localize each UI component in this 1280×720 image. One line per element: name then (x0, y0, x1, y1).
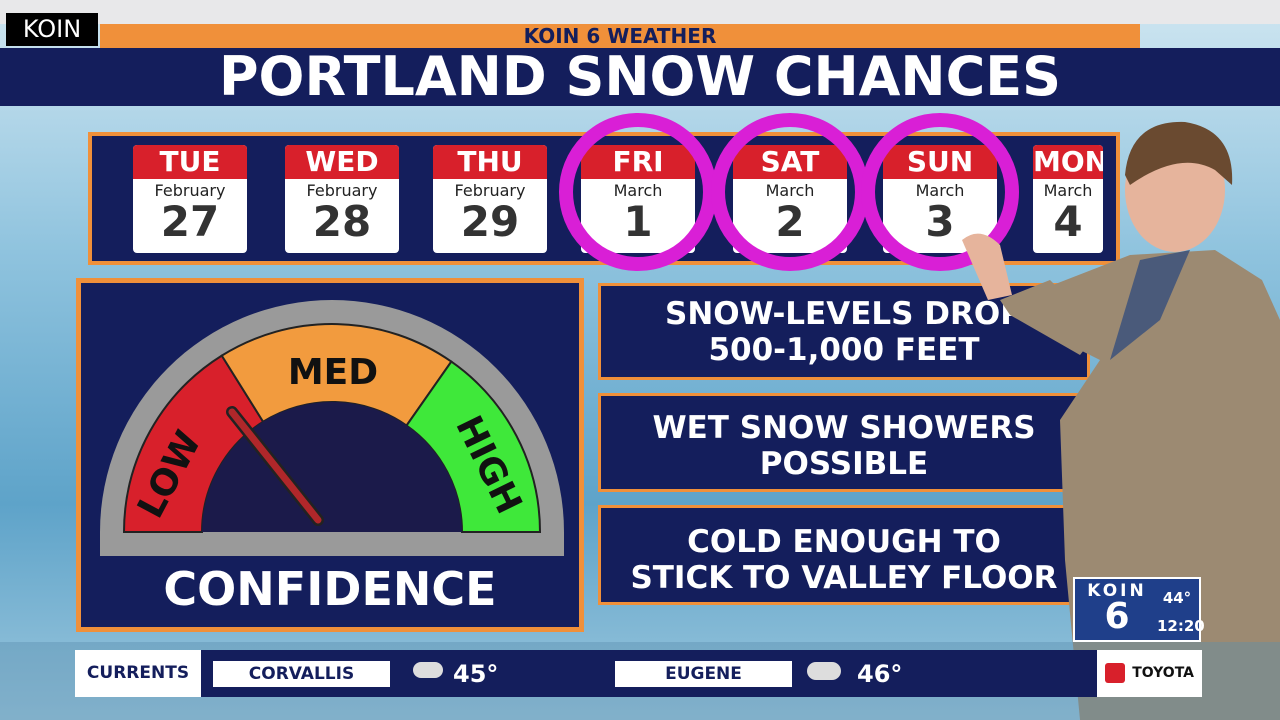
city: EUGENE (615, 661, 792, 687)
gauge-caption: CONFIDENCE (163, 562, 496, 616)
bug-temp: 44° (1162, 589, 1192, 607)
highlight-circle (861, 113, 1019, 271)
note: WET SNOW SHOWERS POSSIBLE (598, 393, 1090, 492)
highlight-circle (559, 113, 717, 271)
calendar-card: TUE February 27 (133, 145, 247, 253)
channel-tag: KOIN (6, 13, 98, 46)
month: March (765, 181, 815, 200)
month: March (1043, 181, 1093, 200)
note-line: STICK TO VALLEY FLOOR (630, 560, 1058, 596)
note: COLD ENOUGH TO STICK TO VALLEY FLOOR (598, 505, 1090, 605)
date: 4 (1053, 197, 1083, 246)
note: SNOW-LEVELS DROP 500-1,000 FEET (598, 283, 1090, 380)
month: February (454, 181, 526, 200)
note-line: 500-1,000 FEET (708, 332, 980, 368)
weather-icon (413, 662, 443, 678)
sponsor: TOYOTA (1097, 650, 1202, 697)
city: CORVALLIS (213, 661, 390, 687)
gauge-base (100, 532, 564, 556)
needle (228, 408, 322, 524)
month: March (915, 181, 965, 200)
ticker: CURRENTS CORVALLIS 45° EUGENE 46° TOYOTA (75, 650, 1202, 697)
bug-time: 12:20 (1157, 617, 1205, 635)
day: SAT (733, 145, 847, 179)
note-line: WET SNOW SHOWERS (652, 410, 1036, 446)
city-temp: 46° (857, 660, 903, 688)
bug-name: KOIN (1087, 581, 1147, 601)
city-temp: 45° (453, 660, 499, 688)
calendar-card: FRI March 1 (581, 145, 695, 253)
bug-number: 6 (1104, 596, 1130, 637)
date: 2 (775, 197, 805, 246)
calendar-card: SUN March 3 (883, 145, 997, 253)
day: TUE (133, 145, 247, 179)
note-line: COLD ENOUGH TO (687, 524, 1001, 560)
sponsor-logo (1105, 663, 1125, 683)
weather-icon (807, 662, 841, 680)
day: WED (285, 145, 399, 179)
calendar-card: SAT March 2 (733, 145, 847, 253)
day: FRI (581, 145, 695, 179)
kicker: KOIN 6 WEATHER (100, 24, 1140, 48)
day: THU (433, 145, 547, 179)
day: SUN (883, 145, 997, 179)
note-line: SNOW-LEVELS DROP (665, 296, 1023, 332)
station-bug: KOIN 6 44° 12:20 (1073, 577, 1205, 642)
calendar-card: WED February 28 (285, 145, 399, 253)
top-strip (0, 0, 1280, 24)
highlight-circle (711, 113, 869, 271)
date: 28 (312, 197, 372, 246)
day: MON (1033, 145, 1103, 179)
date: 29 (460, 197, 520, 246)
gauge-center (202, 402, 462, 532)
date: 1 (623, 197, 653, 246)
date: 27 (160, 197, 220, 246)
ticker-label: CURRENTS (75, 650, 201, 697)
note-line: POSSIBLE (759, 446, 929, 482)
gauge-label: MED (288, 352, 378, 393)
month: March (613, 181, 663, 200)
title: PORTLAND SNOW CHANCES (0, 48, 1280, 106)
month: February (306, 181, 378, 200)
month: February (154, 181, 226, 200)
calendar-card: THU February 29 (433, 145, 547, 253)
calendar-card: MON March 4 (1033, 145, 1103, 253)
date: 3 (925, 197, 955, 246)
